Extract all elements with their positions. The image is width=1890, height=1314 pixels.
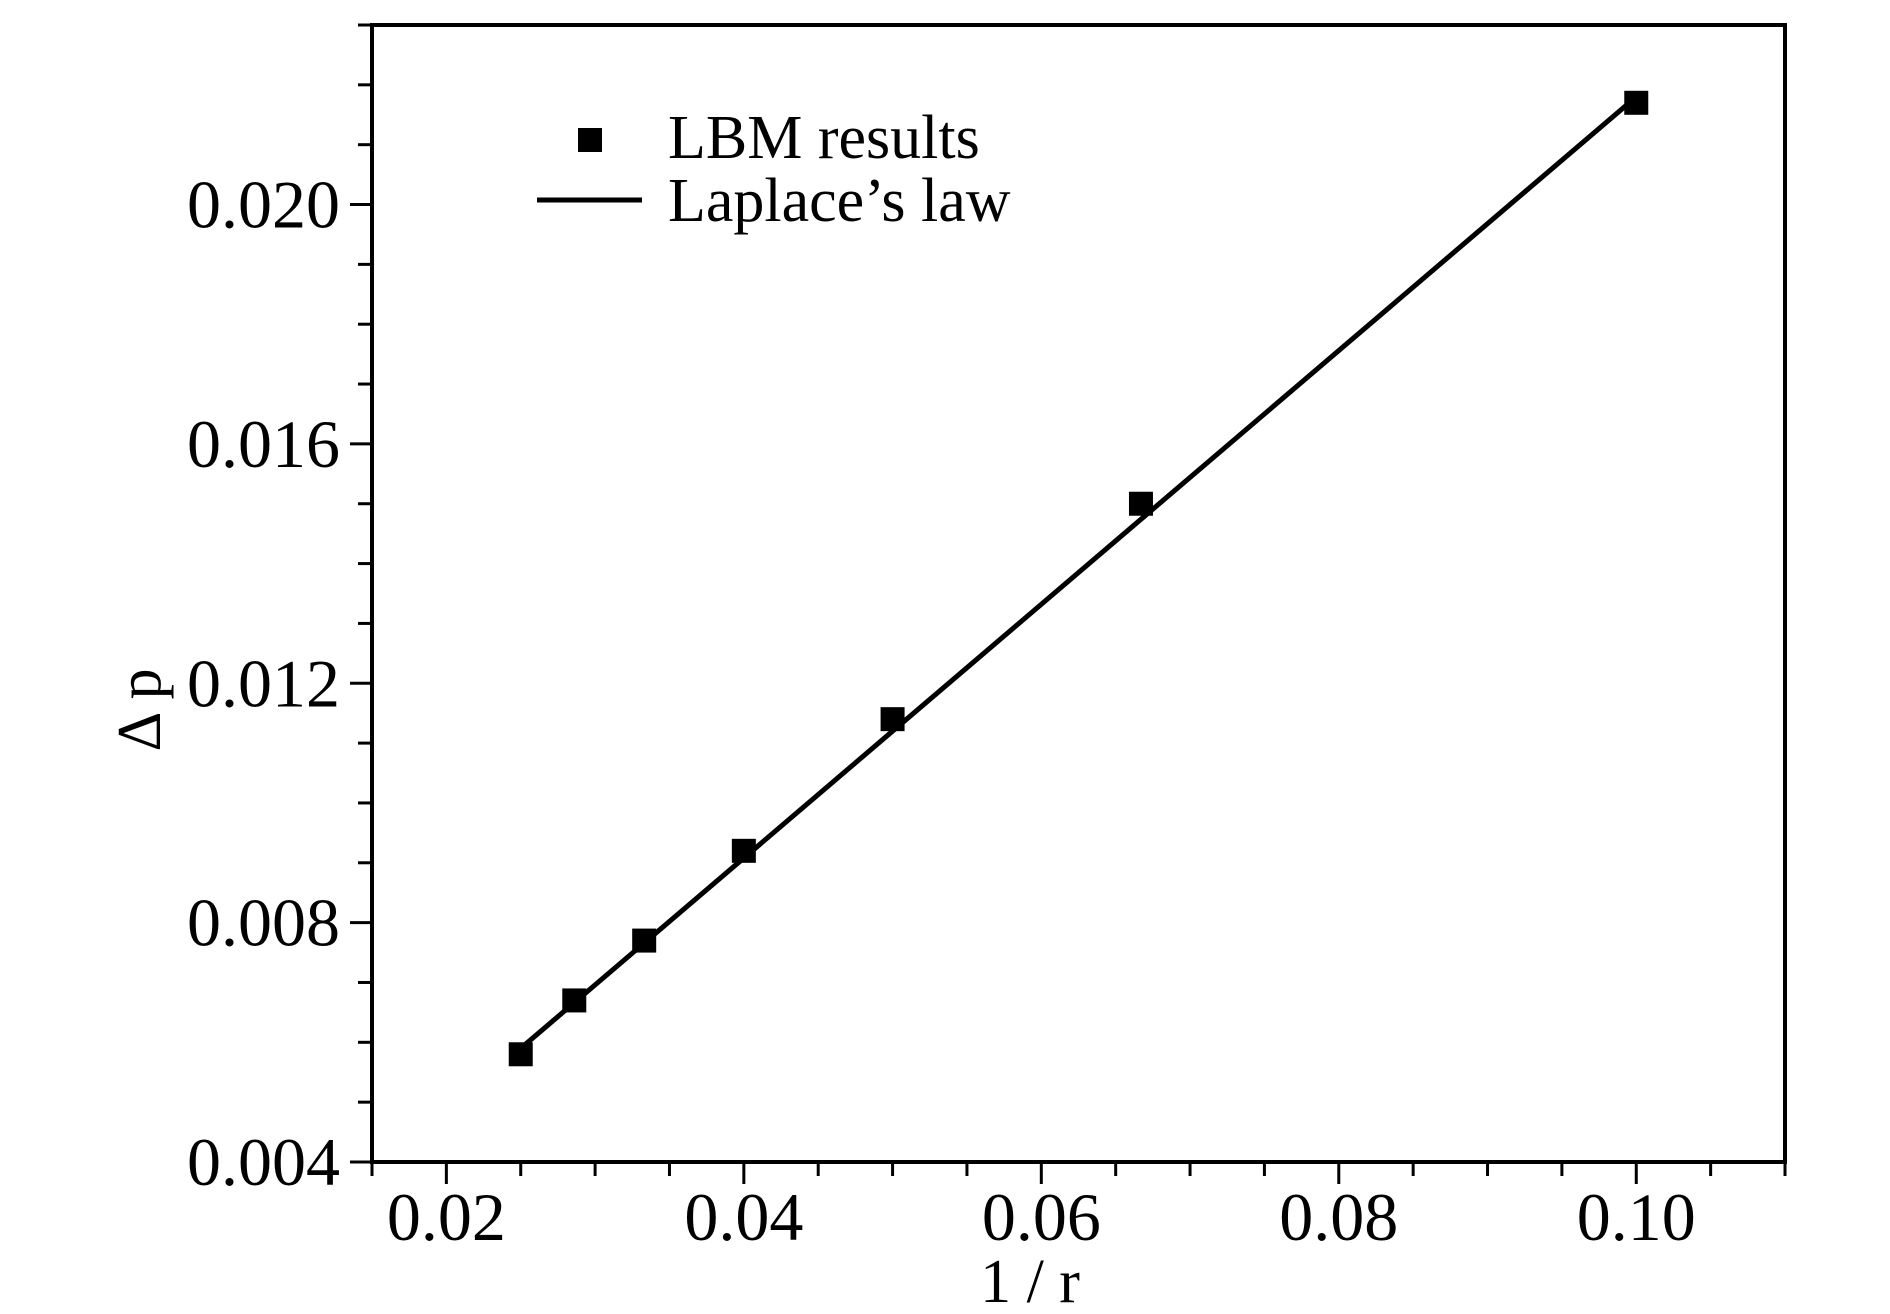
lbm-point: [731, 838, 756, 863]
y-axis-title: Δ p: [106, 669, 174, 752]
plot-border: [370, 23, 1787, 1164]
x-tick-label: 0.02: [387, 1179, 506, 1255]
lbm-point: [632, 928, 657, 953]
fit-lines: [519, 94, 1638, 1051]
y-tick-label: 0.020: [187, 167, 340, 243]
lbm-point: [562, 988, 587, 1013]
x-tick-label: 0.10: [1577, 1179, 1696, 1255]
data-points: [508, 90, 1649, 1067]
y-tick-label: 0.004: [187, 1124, 340, 1200]
legend: LBM results Laplace’s law: [537, 104, 1011, 235]
legend-marker-lbm: [578, 128, 602, 152]
x-tick-label: 0.04: [684, 1179, 803, 1255]
legend-label-laplace: Laplace’s law: [668, 167, 1011, 235]
y-tick-label: 0.008: [187, 885, 340, 961]
x-tick-labels: 0.02 0.04 0.06 0.08 0.10: [387, 1179, 1696, 1255]
lbm-point: [1624, 90, 1649, 115]
lbm-point: [1128, 491, 1153, 516]
lbm-point: [880, 707, 905, 732]
x-axis-title: 1 / r: [980, 1248, 1080, 1314]
x-tick-label: 0.08: [1279, 1179, 1398, 1255]
x-tick-label: 0.06: [982, 1179, 1101, 1255]
lbm-point: [508, 1042, 533, 1067]
plot-frame: [370, 23, 1787, 1164]
legend-label-lbm: LBM results: [668, 104, 980, 172]
y-axis-ticks: [350, 23, 372, 1164]
y-tick-labels: 0.004 0.008 0.012 0.016 0.020: [187, 167, 340, 1200]
x-axis-ticks: [370, 1162, 1787, 1184]
y-tick-label: 0.016: [187, 406, 340, 482]
y-tick-label: 0.012: [187, 645, 340, 721]
laplace-law-line: [519, 94, 1638, 1051]
